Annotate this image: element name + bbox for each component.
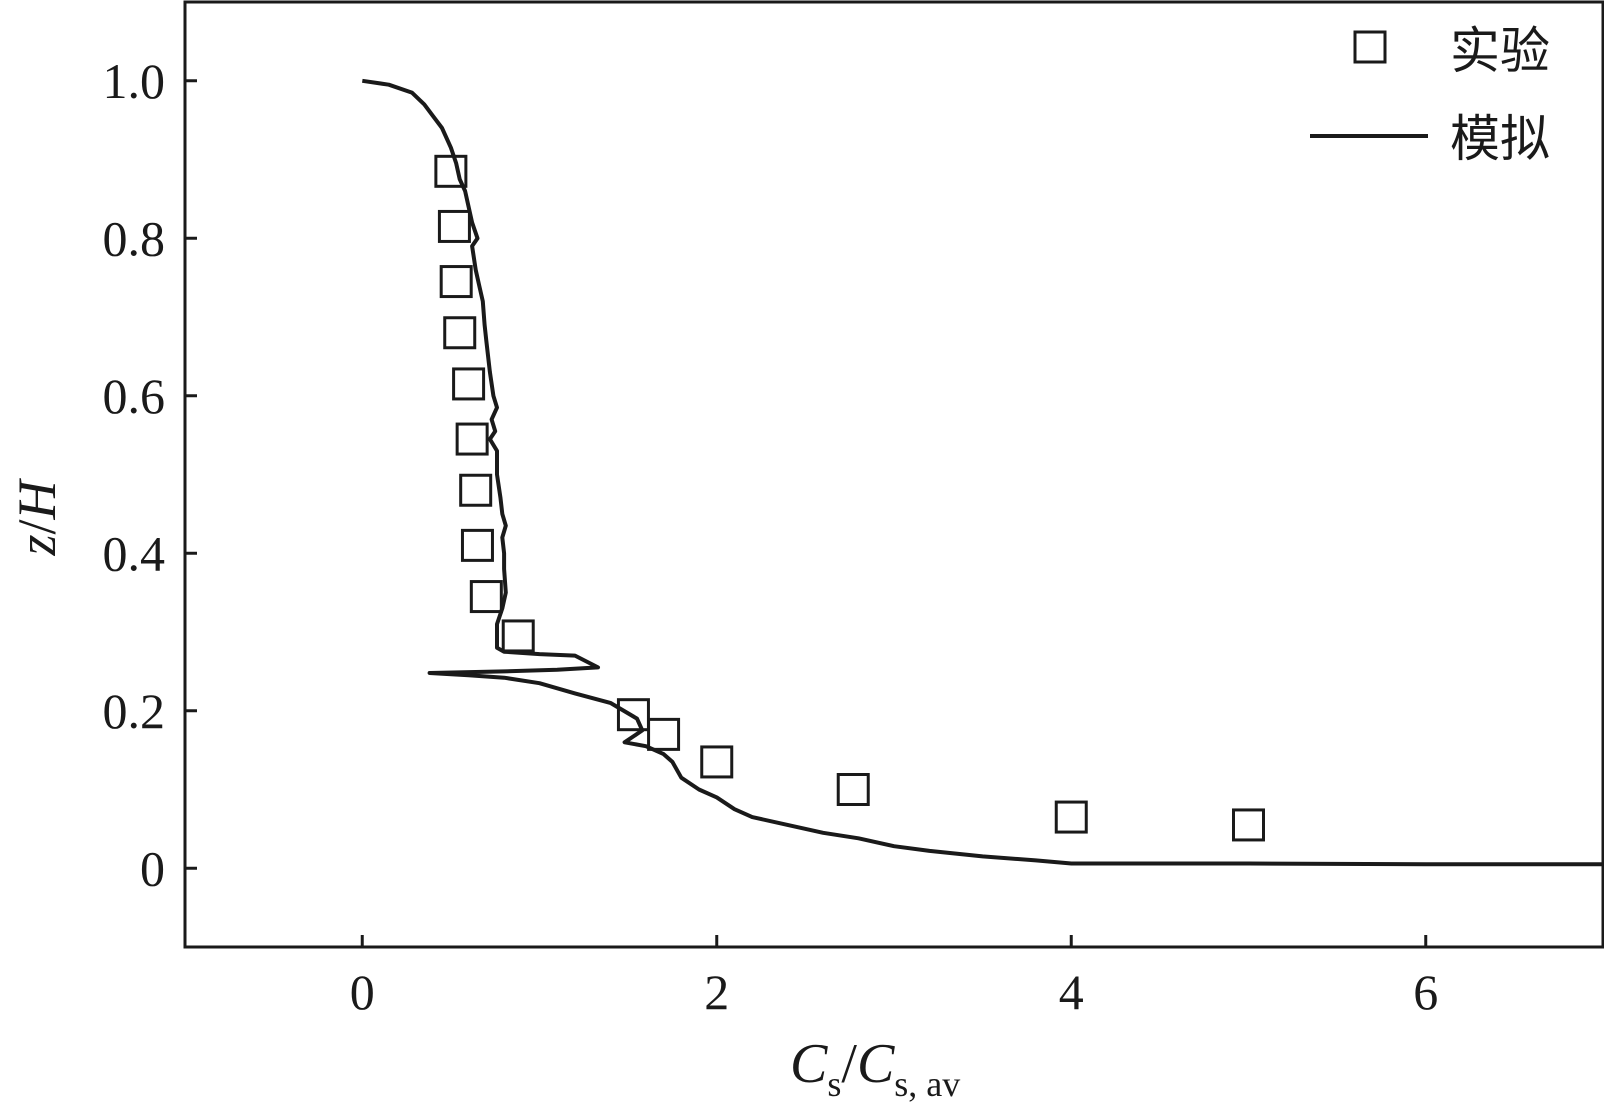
- x-axis-label-sep: /: [841, 1033, 857, 1095]
- experiment-point: [647, 717, 681, 751]
- y-axis-label-main2: H: [7, 477, 67, 520]
- experiment-point: [443, 316, 477, 350]
- experiment-point: [460, 528, 494, 562]
- y-tick-label: 0.6: [103, 368, 166, 424]
- x-tick-label: 4: [1059, 964, 1084, 1020]
- experiment-point: [459, 473, 493, 507]
- experiment-point: [616, 698, 650, 732]
- y-tick-label: 1.0: [103, 53, 166, 109]
- experiment-point: [452, 367, 486, 401]
- simulation-line: [362, 78, 1603, 867]
- experiment-point: [434, 154, 468, 188]
- x-tick-label: 6: [1413, 964, 1438, 1020]
- x-axis-label-main2: C: [857, 1033, 895, 1095]
- x-tick-label: 2: [704, 964, 729, 1020]
- y-tick-label: 0.4: [103, 525, 166, 581]
- y-axis-label-main: z: [7, 535, 67, 557]
- experiment-point: [836, 773, 870, 806]
- legend-marker-square: [1353, 30, 1387, 64]
- simulation-series: [362, 78, 1603, 867]
- experiment-point: [455, 422, 489, 456]
- plot-frame: [183, 0, 1604, 949]
- experiment-point: [437, 209, 471, 243]
- legend: 实验 模拟: [1310, 22, 1550, 168]
- x-axis-label-sub2: s, av: [894, 1064, 960, 1104]
- y-axis-label-sep: /: [7, 519, 67, 534]
- x-axis-label-main: C: [790, 1033, 828, 1095]
- y-tick-label: 0: [140, 840, 165, 896]
- experiment-point: [1232, 808, 1265, 842]
- experiment-point: [469, 580, 503, 614]
- experiment-point: [501, 619, 535, 653]
- y-tick-label: 0.2: [103, 683, 166, 739]
- experiment-point: [700, 745, 734, 779]
- experiment-series: [434, 154, 1265, 842]
- experiment-point: [1054, 800, 1088, 834]
- x-tick-label: 0: [350, 964, 375, 1020]
- y-axis-label: z/H: [7, 477, 67, 556]
- x-axis-label: Cs/Cs, av: [790, 1033, 960, 1104]
- y-tick-label: 0.8: [103, 210, 166, 266]
- axis-tick-labels: 0 2 4 6 0 0.2 0.4 0.6 0.8 1.0: [103, 53, 1439, 1020]
- experiment-point: [439, 265, 473, 299]
- x-axis-label-sub1: s: [827, 1064, 841, 1104]
- axis-ticks: [185, 79, 1428, 947]
- legend-label-experiment: 实验: [1450, 22, 1550, 80]
- legend-label-simulation: 模拟: [1450, 110, 1550, 168]
